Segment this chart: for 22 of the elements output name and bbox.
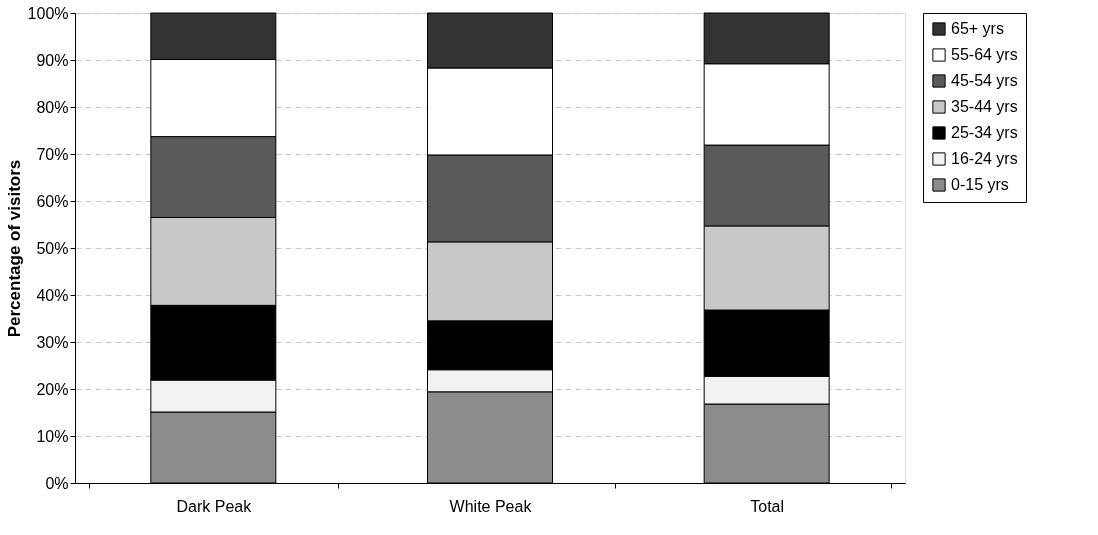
legend-label: 35-44 yrs — [951, 98, 1018, 115]
y-tick-label: 10% — [36, 427, 69, 445]
y-tick-label: 40% — [36, 286, 69, 304]
y-tick-label: 100% — [27, 4, 69, 22]
y-tick-label: 90% — [36, 51, 69, 69]
legend-label: 16-24 yrs — [951, 150, 1018, 167]
legend-label: 65+ yrs — [951, 20, 1004, 37]
x-tick-label: Dark Peak — [176, 497, 253, 515]
x-tick-label: White Peak — [449, 497, 533, 515]
y-tick-label: 50% — [36, 239, 69, 257]
y-tick-label: 20% — [36, 380, 69, 398]
y-tick-label: 80% — [36, 98, 69, 116]
y-tick-label: 70% — [36, 145, 69, 163]
legend-label: 45-54 yrs — [951, 72, 1018, 89]
y-tick-label: 0% — [45, 474, 69, 492]
legend-label: 55-64 yrs — [951, 46, 1018, 63]
legend-label: 0-15 yrs — [951, 176, 1009, 193]
y-tick-label: 60% — [36, 192, 69, 210]
y-tick-label: 30% — [36, 333, 69, 351]
y-axis-title: Percentage of visitors — [4, 159, 24, 338]
legend-label: 25-34 yrs — [951, 124, 1018, 141]
x-tick-label: Total — [750, 497, 785, 515]
